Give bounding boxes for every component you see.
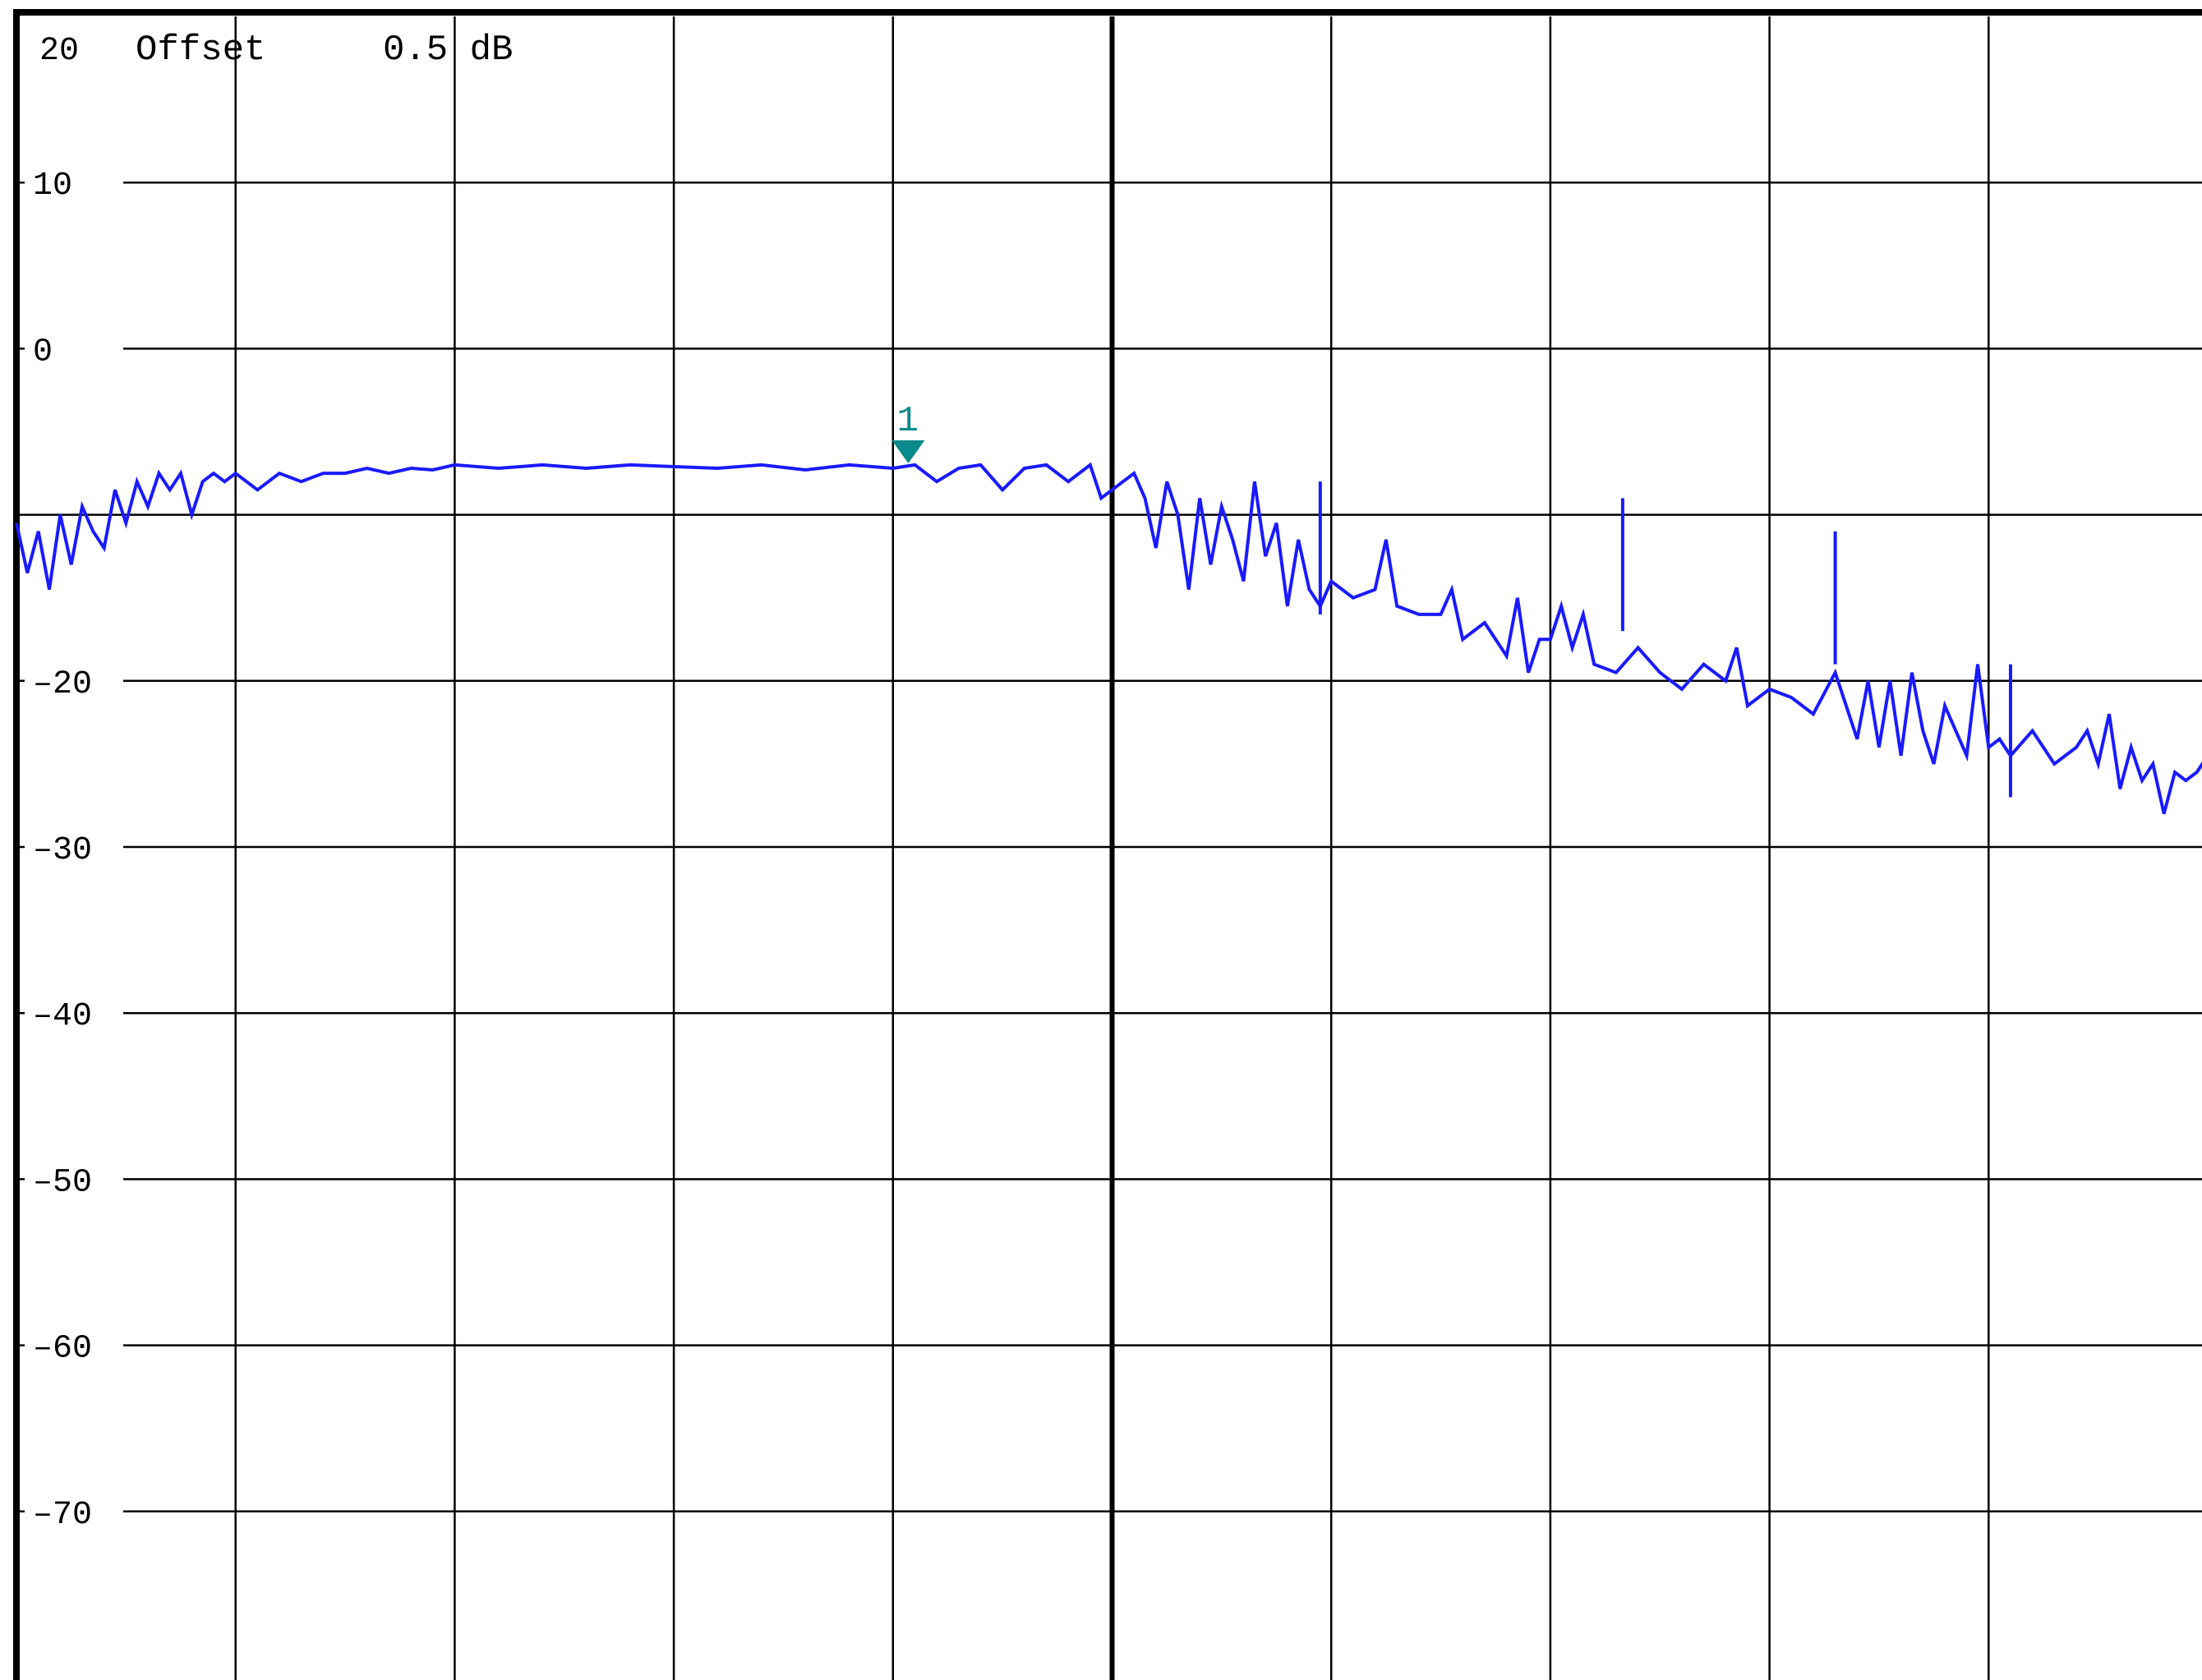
trace-line xyxy=(15,462,2202,815)
y-tick-label-bg xyxy=(25,161,123,205)
y-tick-label-bg xyxy=(25,992,123,1035)
y-tick-label-bg xyxy=(25,826,123,868)
plot-border xyxy=(13,9,2202,1680)
marker-1: 1 xyxy=(891,401,925,463)
y-tick-label: –50 xyxy=(33,1164,92,1201)
y-tick-label-bg xyxy=(25,1489,123,1533)
y-tick-label-bg xyxy=(25,659,123,702)
y-tick-label: 0 xyxy=(33,334,53,371)
y-axis-ticks: 10 0 –20 –30 –40 –50 –60 –70 xyxy=(25,161,123,1534)
marker-triangle xyxy=(891,440,925,463)
y-tick-label: –20 xyxy=(33,666,92,703)
y-tick-label: –40 xyxy=(33,998,92,1035)
top-ref-level: 20 xyxy=(39,33,79,70)
y-tick-label-bg xyxy=(25,1323,123,1367)
y-tick-label-bg xyxy=(25,1158,123,1201)
y-tick-label-bg xyxy=(25,327,123,371)
y-tick-label: –60 xyxy=(33,1331,92,1368)
trace xyxy=(15,462,2202,815)
y-tick-label: –70 xyxy=(33,1497,92,1534)
offset-value: 0.5 dB xyxy=(383,30,513,71)
y-tick-label: –30 xyxy=(33,832,92,869)
marker-label: 1 xyxy=(896,401,918,442)
y-tick-label: 10 xyxy=(33,168,72,205)
offset-label: Offset xyxy=(136,30,265,71)
